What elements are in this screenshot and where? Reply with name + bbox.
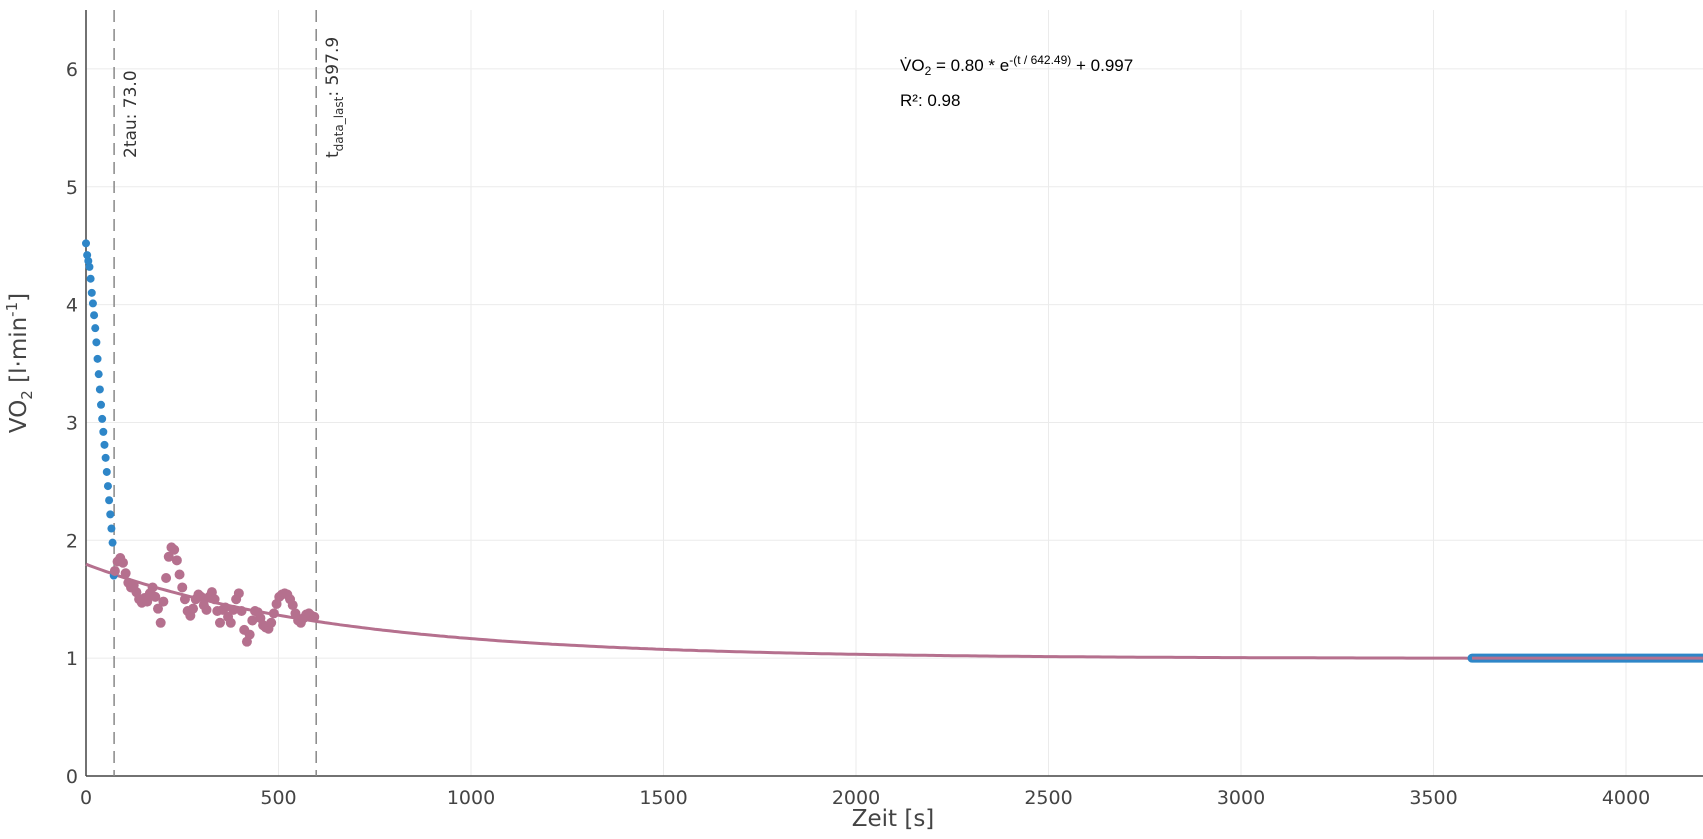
x-tick-label: 3500 [1409, 787, 1457, 809]
initial-point [87, 288, 96, 297]
initial-point [107, 524, 116, 533]
x-tick-label: 4000 [1602, 787, 1650, 809]
y-tick-label: 6 [66, 59, 78, 81]
y-tick-label: 4 [66, 295, 78, 317]
response-point [152, 603, 163, 614]
response-point [268, 608, 279, 619]
response-point [169, 544, 180, 555]
y-tick-label: 0 [66, 766, 78, 788]
x-tick-label: 1000 [447, 787, 495, 809]
y-axis-title-sub: 2 [18, 390, 36, 400]
initial-point [95, 385, 104, 394]
fit-curve [85, 562, 1703, 660]
x-tick-label: 0 [80, 787, 92, 809]
initial-point [94, 370, 103, 379]
initial-point [91, 324, 100, 333]
x-tick-label: 3000 [1217, 787, 1265, 809]
initial-point [105, 496, 114, 505]
y-axis-title-end: ] [6, 293, 32, 302]
response-point [287, 600, 298, 611]
vline-label: tdata_last: 597.9 [323, 37, 346, 158]
initial-point [90, 311, 99, 320]
response-point [174, 569, 185, 580]
response-point [220, 602, 231, 613]
response-point [150, 591, 161, 602]
y-tick-label: 2 [66, 530, 78, 552]
response-point [147, 582, 158, 593]
initial-point [106, 510, 115, 519]
response-point [155, 617, 166, 628]
initial-point [82, 239, 90, 248]
response-point [233, 588, 244, 599]
equation-prefix: V̇O [900, 56, 925, 75]
response-point [120, 568, 131, 579]
grid-lines [86, 10, 1703, 776]
response-point [201, 604, 212, 615]
y-tick-label: 5 [66, 177, 78, 199]
x-axis-title: Zeit [s] [852, 806, 935, 832]
initial-point [97, 400, 106, 409]
vline-label-main: 2tau: 73.0 [121, 70, 141, 158]
response-point [163, 551, 174, 562]
response-point [179, 594, 190, 605]
response-point [209, 594, 220, 605]
equation-tail: + 0.997 [1071, 56, 1133, 75]
response-point [228, 604, 239, 615]
initial-point [88, 299, 97, 308]
equation-sub: 2 [925, 64, 932, 78]
initial-point [102, 467, 111, 476]
x-tick-label: 2500 [1024, 787, 1072, 809]
response-point [188, 603, 199, 614]
y-tick-label: 3 [66, 412, 78, 434]
initial-point [93, 354, 102, 363]
initial-point [100, 440, 109, 449]
y-axis-title: VO2 [l·min-1] [3, 293, 36, 433]
initial-point [103, 482, 112, 491]
response-point [236, 606, 247, 617]
response-point [142, 596, 153, 607]
x-tick-label: 500 [260, 787, 296, 809]
response-point [247, 615, 258, 626]
initial-point [85, 262, 94, 271]
initial-point [92, 338, 101, 347]
equation-exponent: -(t / 642.49) [1009, 53, 1071, 67]
response-point [177, 582, 188, 593]
reference-lines: 2tau: 73.0 tdata_last: 597.9 [113, 10, 346, 776]
response-point [214, 617, 225, 628]
tick-labels: 0 500 1000 1500 2000 2500 3000 3500 4000 0 1 2 3 4 5 6 [66, 59, 1650, 809]
r-squared-label: R²: 0.98 [900, 91, 960, 110]
data-points [82, 239, 320, 647]
equation-mid: = 0.80 * e [931, 56, 1009, 75]
response-point [171, 555, 182, 566]
response-point [244, 629, 255, 640]
fit-equation: V̇O2 = 0.80 * e-(t / 642.49) + 0.997 [900, 53, 1133, 78]
response-point [161, 573, 172, 584]
vline-label-tail: : 597.9 [323, 37, 343, 97]
initial-point [108, 538, 117, 547]
response-point [309, 611, 320, 622]
vline-label-sub: data_last [332, 96, 346, 151]
vline-label-main: t [323, 151, 343, 158]
x-tick-label: 2000 [832, 787, 880, 809]
vline-label: 2tau: 73.0 [121, 70, 141, 158]
y-axis-title-main: VO [6, 400, 32, 433]
initial-point [99, 427, 108, 436]
y-tick-label: 1 [66, 648, 78, 670]
initial-point [101, 453, 110, 462]
initial-point [86, 274, 95, 283]
x-tick-label: 1500 [639, 787, 687, 809]
initial-point [98, 414, 107, 423]
y-axis-title-sup: -1 [3, 302, 21, 317]
fit-curve-group [85, 562, 1703, 663]
response-point [109, 565, 120, 576]
response-point [266, 617, 277, 628]
response-point [196, 591, 207, 602]
axes [85, 10, 1703, 777]
response-point [117, 557, 128, 568]
response-point [158, 596, 169, 607]
response-point [225, 617, 236, 628]
y-axis-title-mid: [l·min [6, 317, 32, 390]
